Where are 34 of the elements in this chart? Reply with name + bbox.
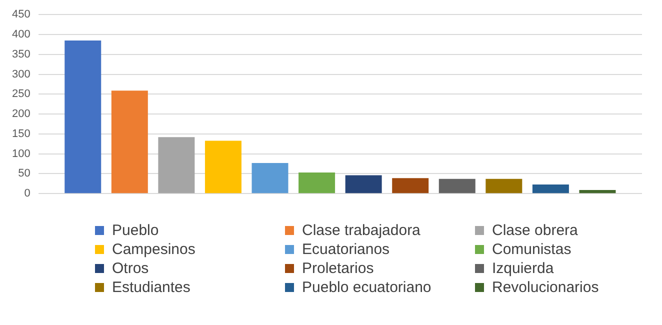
legend-label: Otros (112, 260, 149, 277)
y-tick-label: 350 (12, 48, 30, 60)
y-tick-label: 300 (12, 68, 30, 80)
legend-label: Revolucionarios (492, 279, 599, 296)
bar (204, 140, 242, 194)
legend-label: Ecuatorianos (302, 241, 390, 258)
bar (158, 137, 195, 194)
legend-label: Clase obrera (492, 222, 578, 239)
y-tick-label: 250 (12, 88, 30, 100)
bar (579, 190, 616, 194)
y-tick-label: 0 (24, 188, 30, 200)
legend-label: Comunistas (492, 241, 572, 258)
legend-label: Proletarios (302, 260, 374, 277)
legend-label: Pueblo (112, 222, 159, 239)
bar (111, 90, 148, 194)
bar (298, 172, 336, 194)
bar (64, 40, 102, 194)
legend-label: Clase trabajadora (302, 222, 420, 239)
legend-label: Campesinos (112, 241, 196, 258)
y-tick-label: 450 (12, 8, 30, 21)
legend-label: Pueblo ecuatoriano (302, 279, 432, 296)
bar (252, 162, 288, 194)
y-tick-label: 400 (12, 28, 30, 41)
bar (438, 178, 476, 194)
y-tick-label: 150 (12, 128, 30, 140)
bar (532, 184, 569, 194)
bar (392, 178, 429, 194)
bar (486, 178, 522, 194)
legend-label: Izquierda (492, 260, 554, 277)
y-tick-label: 200 (12, 108, 30, 120)
bar (345, 175, 382, 194)
y-tick-label: 50 (18, 168, 30, 180)
legend-label: Estudiantes (112, 279, 190, 296)
y-tick-label: 100 (12, 148, 30, 160)
